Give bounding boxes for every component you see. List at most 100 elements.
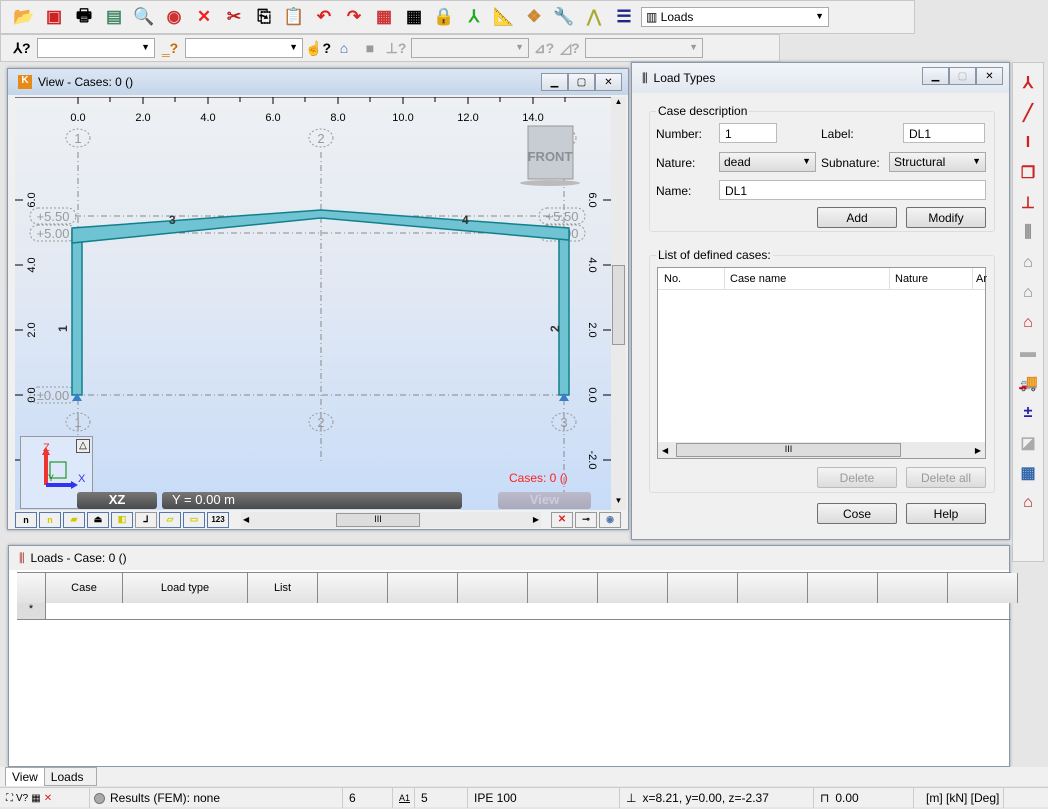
scroll-down-icon[interactable]: ▼ — [614, 496, 623, 505]
redo-icon[interactable]: ↷ — [346, 7, 362, 26]
column-header[interactable] — [388, 573, 458, 603]
loads-tool-icon[interactable]: ⌂ — [1023, 254, 1033, 271]
panel-icon[interactable]: ▱ — [159, 511, 181, 528]
vehicle-icon[interactable]: 🚚 — [1018, 375, 1038, 392]
horizontal-scroll-thumb[interactable]: III — [336, 512, 420, 527]
supports-icon[interactable]: ⏏ — [87, 511, 109, 528]
sections-icon[interactable]: I — [1025, 134, 1031, 151]
screenshot-icon[interactable]: ◉ — [166, 7, 182, 26]
node-selection-combo[interactable] — [37, 38, 155, 58]
column-header[interactable] — [878, 573, 948, 603]
view-vertical-scrollbar[interactable]: ▲ ▼ — [611, 97, 626, 510]
column-header[interactable] — [528, 573, 598, 603]
subnature-select[interactable]: Structural — [889, 152, 986, 172]
lock-icon[interactable]: 🔒 — [433, 7, 455, 26]
column-header-no[interactable]: No. — [664, 273, 682, 285]
column-header-analysis[interactable]: Ar — [976, 273, 987, 285]
bar-select-icon[interactable]: ‗? — [161, 40, 179, 56]
modify-button[interactable]: Modify — [906, 207, 986, 228]
maximize-button[interactable]: ▢ — [568, 73, 595, 91]
geometry-icon[interactable]: 📐 — [493, 7, 515, 26]
column-header[interactable] — [668, 573, 738, 603]
number-input[interactable]: 1 — [719, 123, 777, 143]
row-header-corner[interactable] — [17, 573, 46, 603]
paste-icon[interactable]: 📋 — [283, 7, 305, 26]
scroll-right-icon[interactable]: ▶ — [532, 514, 539, 524]
load-definition-icon[interactable]: ⌂ — [1023, 284, 1033, 301]
column-header[interactable] — [948, 573, 1018, 603]
view-cube[interactable]: FRONT — [520, 125, 580, 186]
bars-icon[interactable]: ╱ — [1023, 105, 1033, 122]
name-input[interactable]: DL1 — [719, 180, 986, 200]
preview-icon[interactable]: 🔍 — [133, 7, 155, 26]
save-icon[interactable]: ▣ — [45, 7, 63, 26]
loads-display-icon[interactable]: ◧ — [111, 511, 133, 528]
table-row-new[interactable]: * — [17, 603, 1011, 620]
undo-icon[interactable]: ↶ — [316, 7, 332, 26]
list-scroll-thumb[interactable]: III — [676, 443, 901, 457]
copy-icon[interactable]: ⎘ — [257, 7, 271, 26]
column-header[interactable]: List — [248, 573, 318, 603]
grid-icon[interactable]: ▦ — [31, 792, 41, 804]
close-button[interactable]: ✕ — [595, 73, 622, 91]
coordinate-indicator[interactable]: Y = 0.00 m — [162, 492, 462, 509]
scroll-left-icon[interactable]: ◀ — [243, 514, 250, 524]
column-header[interactable]: Case — [46, 573, 123, 603]
column-header[interactable] — [738, 573, 808, 603]
help-button[interactable]: Help — [906, 503, 986, 524]
defined-cases-list[interactable]: No. Case name Nature Ar ◀ III ▶ — [657, 267, 987, 459]
column-header[interactable]: Load type — [123, 573, 248, 603]
calculator-table-icon[interactable]: ▦ — [405, 7, 423, 26]
query-icon[interactable]: V? — [16, 792, 29, 804]
section-icon[interactable]: ▰ — [63, 511, 85, 528]
values-icon[interactable]: 123 — [207, 511, 229, 528]
list-scroll-right-icon[interactable]: ▶ — [974, 446, 981, 455]
snow-wind-icon[interactable]: ⌂ — [1023, 314, 1033, 331]
frame-view-icon[interactable]: ⌂ — [339, 40, 349, 56]
materials-icon[interactable]: ❒ — [1020, 165, 1036, 182]
supports-tool-icon[interactable]: ⊥ — [1021, 195, 1035, 212]
layout-icon[interactable]: ☰ — [616, 7, 632, 26]
bar-selection-combo[interactable] — [185, 38, 303, 58]
load-values-icon[interactable]: ▭ — [183, 511, 205, 528]
model-icon[interactable]: ❖ — [526, 7, 542, 26]
node-select-icon[interactable]: ⅄? — [13, 39, 31, 56]
snap-icon[interactable]: ⛶ — [6, 792, 13, 804]
cut-icon[interactable]: ✂ — [226, 7, 242, 26]
view-up-icon[interactable]: △ — [76, 439, 90, 453]
layout-select[interactable]: ▥ Loads — [641, 7, 829, 27]
units-indicator[interactable]: [m] [kN] [Deg] — [914, 788, 1004, 808]
minimize-button[interactable]: ▁ — [541, 73, 568, 91]
column-header-nature[interactable]: Nature — [895, 273, 929, 285]
print-icon[interactable]: 🖶 — [75, 5, 93, 25]
render-icon[interactable]: ◉ — [599, 511, 621, 528]
tab-view[interactable]: View — [5, 767, 45, 786]
calculator-icon[interactable]: ▦ — [375, 7, 393, 26]
tools-icon[interactable]: 🔧 — [553, 7, 575, 26]
load-combinations-icon[interactable]: ± — [1023, 404, 1033, 421]
drawing-area[interactable]: 0.0 2.0 4.0 6.0 8.0 10.0 12.0 14.0 1 2 — [15, 97, 611, 510]
close-dialog-button[interactable]: Cose — [817, 503, 897, 524]
list-horizontal-scrollbar[interactable]: ◀ III ▶ — [658, 442, 985, 458]
column-header[interactable] — [598, 573, 668, 603]
horizontal-scrollbar[interactable]: ◀ III ▶ — [241, 511, 541, 528]
dialog-close-button[interactable]: ✕ — [976, 67, 1003, 85]
column-header[interactable] — [458, 573, 528, 603]
view-indicator[interactable]: View — [498, 492, 591, 509]
scroll-thumb[interactable] — [612, 265, 625, 345]
scroll-up-icon[interactable]: ▲ — [614, 97, 623, 106]
local-system-icon[interactable]: ⅃ — [135, 511, 157, 528]
book-icon[interactable]: ▤ — [105, 7, 123, 26]
section-name[interactable]: IPE 100 — [468, 788, 620, 808]
release-icon[interactable]: ⅄ — [468, 7, 480, 26]
ruler-icon[interactable]: ⋀ — [587, 7, 601, 26]
bar-numbers-icon[interactable]: n — [39, 511, 61, 528]
column-header[interactable] — [318, 573, 388, 603]
display-mode-icon[interactable]: ⊸ — [575, 511, 597, 528]
dialog-minimize-button[interactable]: ▁ — [922, 67, 949, 85]
column-header-case-name[interactable]: Case name — [730, 273, 787, 285]
structure-model-icon[interactable]: ⌂ — [1023, 494, 1033, 511]
label-input[interactable]: DL1 — [903, 123, 985, 143]
plane-indicator[interactable]: XZ — [77, 492, 157, 509]
exclude-icon[interactable]: ✕ — [43, 792, 53, 804]
